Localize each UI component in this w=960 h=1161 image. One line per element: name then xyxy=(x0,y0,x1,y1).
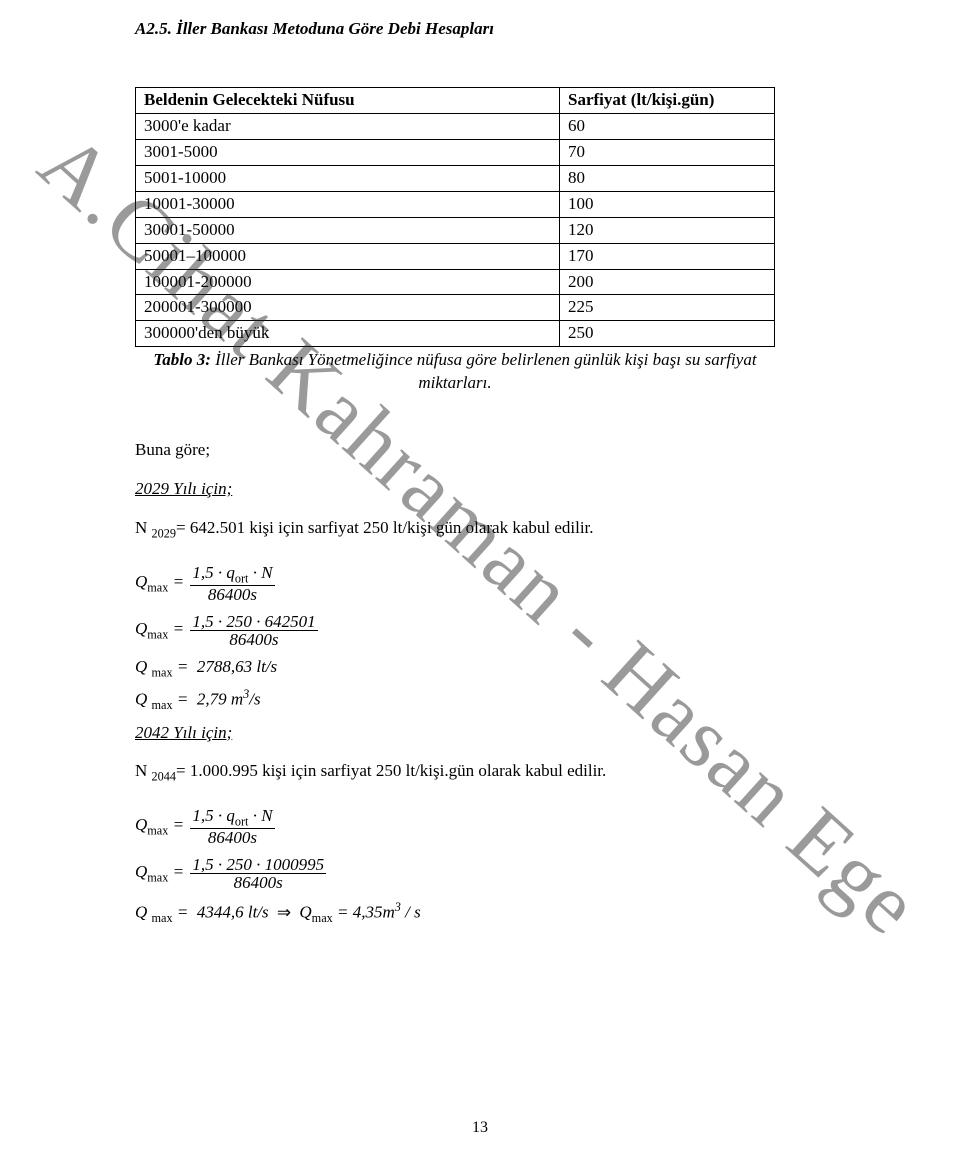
table-cell: 60 xyxy=(560,113,775,139)
table-cell: 50001–100000 xyxy=(136,243,560,269)
formula-numerator-tail: · N xyxy=(248,563,272,582)
page-number: 13 xyxy=(0,1117,960,1139)
table-cell: 10001-30000 xyxy=(136,191,560,217)
q-symbol: Q xyxy=(135,862,147,881)
table-cell: 100001-200000 xyxy=(136,269,560,295)
formula-denominator: 86400s xyxy=(190,829,274,846)
equals: = xyxy=(168,862,184,881)
q-symbol: Q xyxy=(135,657,147,676)
q-subscript: max xyxy=(152,698,173,712)
equals: = xyxy=(168,815,184,834)
table-cell: 70 xyxy=(560,139,775,165)
n2029-text: = 642.501 kişi için sarfiyat 250 lt/kişi… xyxy=(176,518,594,537)
table-cell: 5001-10000 xyxy=(136,165,560,191)
formula-numeric-1: Qmax = 1,5 · 250 · 642501 86400s xyxy=(135,613,840,648)
q-subscript: max xyxy=(312,911,333,925)
formula-final: Q max = 4344,6 lt/s ⇒ Qmax = 4,35m3 / s xyxy=(135,901,840,924)
table-cell: 170 xyxy=(560,243,775,269)
formula-numerator-tail: · N xyxy=(248,806,272,825)
section-heading: A2.5. İller Bankası Metoduna Göre Debi H… xyxy=(135,18,840,41)
caption-prefix: Tablo 3: xyxy=(153,350,210,369)
formula-value: 2788,63 lt/s xyxy=(197,657,277,676)
q-symbol: Q xyxy=(135,572,147,591)
unit-tail: / s xyxy=(401,903,421,922)
table-cell: 225 xyxy=(560,295,775,321)
formula-result-2: Q max = 2,79 m3/s xyxy=(135,688,840,711)
q-subscript: max xyxy=(147,627,168,641)
table-row: 30001-50000120 xyxy=(136,217,775,243)
q-subscript: max xyxy=(147,871,168,885)
equals: = xyxy=(168,572,184,591)
table-cell: 3001-5000 xyxy=(136,139,560,165)
table-caption: Tablo 3: İller Bankası Yönetmeliğince nü… xyxy=(135,349,775,395)
q-ort-subscript: ort xyxy=(235,815,249,829)
formula-value: = 4,35m xyxy=(333,903,395,922)
q-symbol: Q xyxy=(135,619,147,638)
equals: = xyxy=(168,619,184,638)
table-cell: 250 xyxy=(560,321,775,347)
implies-arrow-icon: ⇒ xyxy=(273,903,295,922)
table-cell: 200 xyxy=(560,269,775,295)
n2044-text: = 1.000.995 kişi için sarfiyat 250 lt/ki… xyxy=(176,761,606,780)
table-row: 10001-30000100 xyxy=(136,191,775,217)
formula-numeric-2: Qmax = 1,5 · 250 · 1000995 86400s xyxy=(135,856,840,891)
table-cell: 3000'e kadar xyxy=(136,113,560,139)
table-cell: 300000'den büyük xyxy=(136,321,560,347)
n-symbol: N xyxy=(135,761,152,780)
n-symbol: N xyxy=(135,518,152,537)
q-ort-subscript: ort xyxy=(235,571,249,585)
n-subscript: 2044 xyxy=(152,770,176,784)
formula-numerator: 1,5 · q xyxy=(192,563,235,582)
year-2029-heading: 2029 Yılı için; xyxy=(135,478,840,501)
formula-result-1: Q max = 2788,63 lt/s xyxy=(135,658,840,679)
year-2042-heading: 2042 Yılı için; xyxy=(135,722,840,745)
table-cell: 100 xyxy=(560,191,775,217)
table-row: 200001-300000225 xyxy=(136,295,775,321)
formula-numerator: 1,5 · 250 · 642501 xyxy=(190,613,317,631)
table-col-header: Beldenin Gelecekteki Nüfusu xyxy=(136,87,560,113)
q-symbol: Q xyxy=(135,903,147,922)
n2044-line: N 2044= 1.000.995 kişi için sarfiyat 250… xyxy=(135,760,840,785)
q-symbol: Q xyxy=(299,903,311,922)
n2029-line: N 2029= 642.501 kişi için sarfiyat 250 l… xyxy=(135,517,840,542)
formula-denominator: 86400s xyxy=(190,874,326,891)
buna-gore-label: Buna göre; xyxy=(135,439,840,462)
table-cell: 30001-50000 xyxy=(136,217,560,243)
table-col-header: Sarfiyat (lt/kişi.gün) xyxy=(560,87,775,113)
table-row: 300000'den büyük250 xyxy=(136,321,775,347)
formula-numerator: 1,5 · 250 · 1000995 xyxy=(190,856,326,874)
formula-denominator: 86400s xyxy=(190,586,274,603)
unit-tail: /s xyxy=(249,690,260,709)
table-row: 100001-200000200 xyxy=(136,269,775,295)
table-cell: 200001-300000 xyxy=(136,295,560,321)
table-cell: 80 xyxy=(560,165,775,191)
table-row: 3001-500070 xyxy=(136,139,775,165)
q-subscript: max xyxy=(152,665,173,679)
q-symbol: Q xyxy=(135,815,147,834)
formula-value: 4344,6 lt/s xyxy=(197,903,269,922)
page: A.Cihat Kahraman - Hasan Ege A2.5. İller… xyxy=(0,0,960,1161)
formula-generic-1: Qmax = 1,5 · qort · N 86400s xyxy=(135,564,840,603)
sarfiyat-table: Beldenin Gelecekteki Nüfusu Sarfiyat (lt… xyxy=(135,87,775,347)
formula-generic-2: Qmax = 1,5 · qort · N 86400s xyxy=(135,807,840,846)
formula-numerator: 1,5 · q xyxy=(192,806,235,825)
table-row: 3000'e kadar60 xyxy=(136,113,775,139)
q-subscript: max xyxy=(147,580,168,594)
q-symbol: Q xyxy=(135,690,147,709)
formula-value: 2,79 m xyxy=(197,690,243,709)
n-subscript: 2029 xyxy=(152,526,176,540)
formula-denominator: 86400s xyxy=(190,631,317,648)
table-row: 5001-1000080 xyxy=(136,165,775,191)
q-subscript: max xyxy=(147,824,168,838)
table-header-row: Beldenin Gelecekteki Nüfusu Sarfiyat (lt… xyxy=(136,87,775,113)
table-row: 50001–100000170 xyxy=(136,243,775,269)
table-cell: 120 xyxy=(560,217,775,243)
q-subscript: max xyxy=(152,911,173,925)
caption-text: İller Bankası Yönetmeliğince nüfusa göre… xyxy=(211,350,757,392)
